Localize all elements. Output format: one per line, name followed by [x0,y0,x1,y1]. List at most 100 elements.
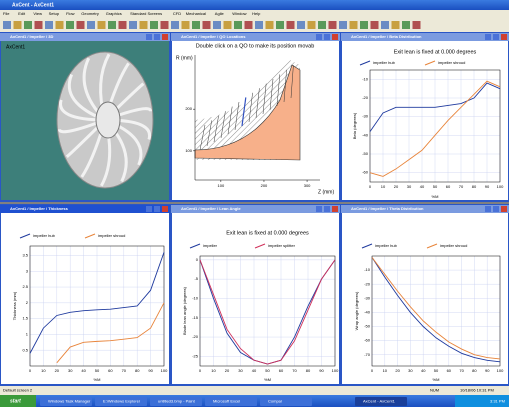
menu-item[interactable]: Help [252,11,261,16]
toolbar-icon[interactable] [14,21,22,29]
task-label[interactable]: Microsoft Excel [213,399,240,404]
y-tick-label: -20 [362,95,369,100]
y-tick-label: -40 [364,309,371,314]
window-button[interactable] [162,206,168,212]
toolbar-icon[interactable] [35,21,43,29]
window-button[interactable] [493,206,499,212]
panel-title: AxCent1 / Impeller / QO Locations [181,34,246,39]
toolbar-icon[interactable] [119,21,127,29]
x-tick-label: 300 [304,183,311,188]
menu-item[interactable]: Window [232,11,246,16]
menu-item[interactable]: Agile [215,11,225,16]
x-tick-label: 80 [135,368,140,373]
panel-title: AxCent1 / Impeller / Thickness [10,206,69,211]
window-button[interactable] [316,206,322,212]
toolbar-icon[interactable] [56,21,64,29]
menu-item[interactable]: Flow [66,11,75,16]
menu-item[interactable]: Setup [49,11,60,16]
x-axis-label: %M [432,194,439,199]
menu-item[interactable]: Graphics [106,11,122,16]
toolbar-icon[interactable] [213,21,221,29]
menu-item[interactable]: Standard Screens [130,11,162,16]
toolbar-icon[interactable] [3,21,11,29]
screen: AxCent - AxCent1 File Edit View Setup Flow Ge… [0,0,509,407]
window-button[interactable] [162,34,168,40]
toolbar-icon[interactable] [276,21,284,29]
toolbar-icon[interactable] [140,21,148,29]
toolbar-icon[interactable] [98,21,106,29]
toolbar-icon[interactable] [129,21,137,29]
menu-item[interactable]: Mechanical [186,11,206,16]
toolbar-icon[interactable] [329,21,337,29]
toolbar-icon[interactable] [402,21,410,29]
toolbar-icon[interactable] [381,21,389,29]
toolbar-icon[interactable] [66,21,74,29]
toolbar-icon[interactable] [371,21,379,29]
legend-label: impeller hub [375,243,398,248]
window-button[interactable] [485,206,491,212]
instruction: Double click on a QO to make its positio… [196,43,315,49]
toolbar-icon[interactable] [308,21,316,29]
task-label[interactable]: Windows Task Manager [48,399,91,404]
menu-item[interactable]: CFD [173,11,181,16]
toolbar-icon[interactable] [350,21,358,29]
window-button[interactable] [332,206,338,212]
y-tick-label: -30 [362,114,369,119]
window-button[interactable] [324,34,330,40]
y-tick-label: -50 [364,324,371,329]
toolbar-icon[interactable] [192,21,200,29]
toolbar-icon[interactable] [171,21,179,29]
start-label[interactable]: start [10,398,21,404]
toolbar-icon[interactable] [161,21,169,29]
toolbar-icon[interactable] [318,21,326,29]
window-button[interactable] [501,206,507,212]
window-button[interactable] [146,206,152,212]
panel-title: AxCent1 / Impeller / Lean Angle [181,206,241,211]
view-label: AxCent1 [6,44,25,50]
y-axis-label: Thickness (mm) [12,291,17,320]
toolbar-icon[interactable] [234,21,242,29]
menu-item[interactable]: File [3,11,10,16]
toolbar-icon[interactable] [297,21,305,29]
toolbar-icon[interactable] [287,21,295,29]
x-tick-label: 70 [459,184,464,189]
y-tick-label: -10 [364,267,371,272]
menu-item[interactable]: Geometry [81,11,99,16]
window-button[interactable] [493,34,499,40]
toolbar-icon[interactable] [245,21,253,29]
toolbar-icon[interactable] [150,21,158,29]
task-label[interactable]: E:\Windows Explorer [103,399,141,404]
toolbar-icon[interactable] [182,21,190,29]
toolbar-icon[interactable] [255,21,263,29]
window-button[interactable] [485,34,491,40]
window-button[interactable] [154,206,160,212]
menu-item[interactable]: Edit [18,11,26,16]
task-label[interactable]: AxCent - AxCent1 [363,399,396,404]
toolbar-icon[interactable] [266,21,274,29]
window-button[interactable] [146,34,152,40]
menu-item[interactable]: View [33,11,42,16]
task-label[interactable]: untitled3.bmp - Paint [158,399,196,404]
toolbar-icon[interactable] [224,21,232,29]
window-button[interactable] [316,34,322,40]
toolbar-icon[interactable] [87,21,95,29]
window-button[interactable] [332,34,338,40]
task-label[interactable]: Compal [268,399,282,404]
window-button[interactable] [324,206,330,212]
toolbar-icon[interactable] [77,21,85,29]
y-tick-label: 200 [185,106,192,111]
window-button[interactable] [154,34,160,40]
x-tick-label: 80 [306,368,311,373]
toolbar-icon[interactable] [45,21,53,29]
legend-label: impeller shroud [438,60,465,65]
toolbar-icon[interactable] [108,21,116,29]
toolbar-icon[interactable] [339,21,347,29]
toolbar-icon[interactable] [392,21,400,29]
toolbar-icon[interactable] [413,21,421,29]
toolbar-icon[interactable] [203,21,211,29]
y-axis-label: R (mm) [176,55,193,61]
toolbar-icon[interactable] [360,21,368,29]
toolbar-icon[interactable] [24,21,32,29]
x-tick-label: 50 [433,184,438,189]
window-button[interactable] [501,34,507,40]
